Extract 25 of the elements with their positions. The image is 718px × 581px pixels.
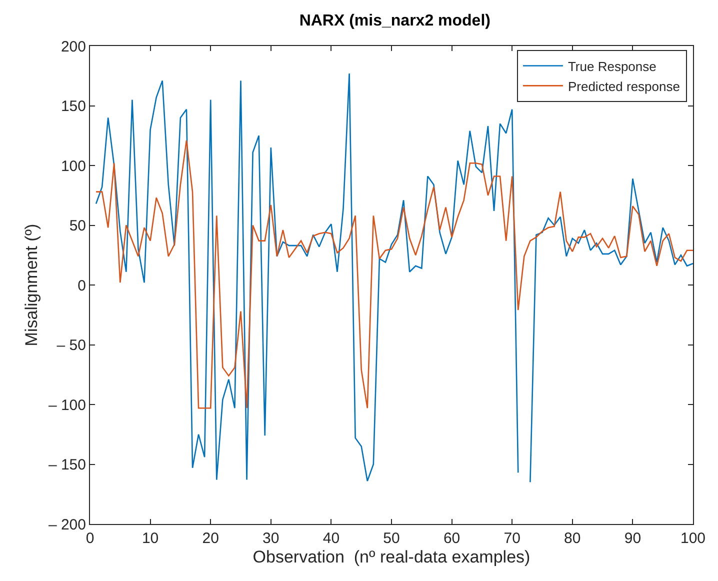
legend-label: Predicted response xyxy=(568,78,680,94)
x-tick-label: 20 xyxy=(202,530,219,547)
y-tick-label: – 150 xyxy=(48,456,86,474)
x-axis-title: Observation (nº real-data examples) xyxy=(252,547,530,566)
x-tick-label: 10 xyxy=(142,530,159,547)
y-tick-label: 150 xyxy=(60,98,86,115)
x-tick-label: 50 xyxy=(383,530,400,547)
y-tick-label: – 50 xyxy=(56,337,86,354)
x-tick-label: 60 xyxy=(443,530,460,547)
x-tick-label: 40 xyxy=(322,530,340,547)
line-series xyxy=(95,140,693,409)
x-tick-label: 30 xyxy=(262,530,280,547)
y-tick-label: 200 xyxy=(60,38,86,56)
y-tick-label: 50 xyxy=(69,218,86,234)
x-tick-label: 70 xyxy=(504,530,520,547)
y-tick-label: 100 xyxy=(60,158,86,175)
x-tick-label: 100 xyxy=(680,530,706,547)
y-tick-label: – 200 xyxy=(48,516,86,534)
y-tick-label: 0 xyxy=(78,277,86,294)
chart-title: NARX (mis_narx2 model) xyxy=(299,12,490,30)
y-axis-title: Misalignment (º) xyxy=(22,224,42,346)
y-tick-label: – 100 xyxy=(48,396,86,414)
x-tick-label: 80 xyxy=(564,530,581,547)
x-tick-label: 90 xyxy=(624,530,642,547)
legend-label: True Response xyxy=(568,58,656,74)
